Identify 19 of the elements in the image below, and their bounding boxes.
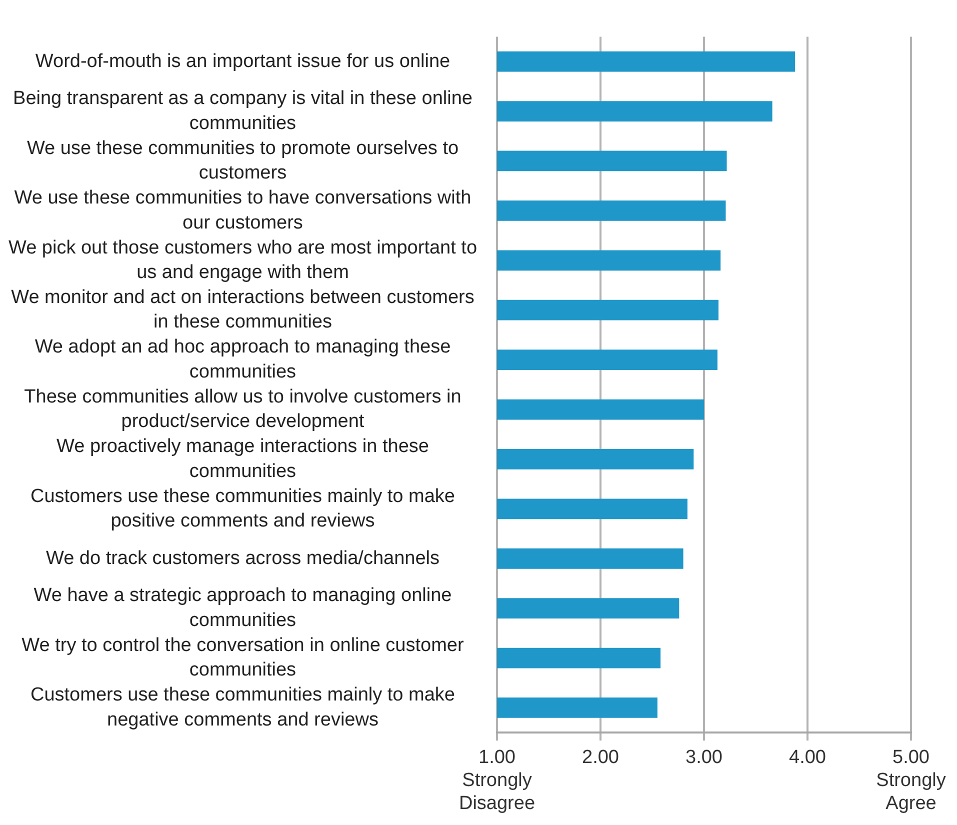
y-tick-label: Customers use these communities mainly to make negative comments and reviews [30,684,455,730]
y-tick-label: We do track customers across media/channels [46,548,440,569]
x-tick-label: 3.00 [686,747,722,768]
y-tick-label: These communities allow us to involve customers in product/service development [24,386,462,432]
y-tick-label: We pick out those customers who are most important to us and engage with them [8,237,477,283]
y-tick-label: We monitor and act on interactions between customers in these communities [11,286,474,333]
y-tick-label: We use these communities to promote ourselves to customers [26,138,459,184]
y-tick-label: Customers use these communities mainly to make positive comments and reviews [30,486,455,532]
y-tick-label: We proactively manage interactions in these communities [56,436,429,482]
x-tick-label: 2.00 [582,747,619,768]
x-tick-label: 1.00 Strongly Disagree [458,747,536,814]
y-tick-label: Word-of-mouth is an important issue for us online [35,50,450,72]
x-tick-label: 4.00 [789,747,826,768]
y-tick-label: We have a strategic approach to managing online communities [34,585,452,631]
y-tick-label: Being transparent as a company is vital in these online communities [13,88,472,134]
x-tick-label: 5.00 Strongly Agree [876,747,946,814]
y-tick-label: We use these communities to have conversations with our customers [14,188,472,234]
y-tick-label: We adopt an ad hoc approach to managing these communities [34,336,451,382]
y-tick-label: We try to control the conversation in online customer communities [22,634,464,681]
